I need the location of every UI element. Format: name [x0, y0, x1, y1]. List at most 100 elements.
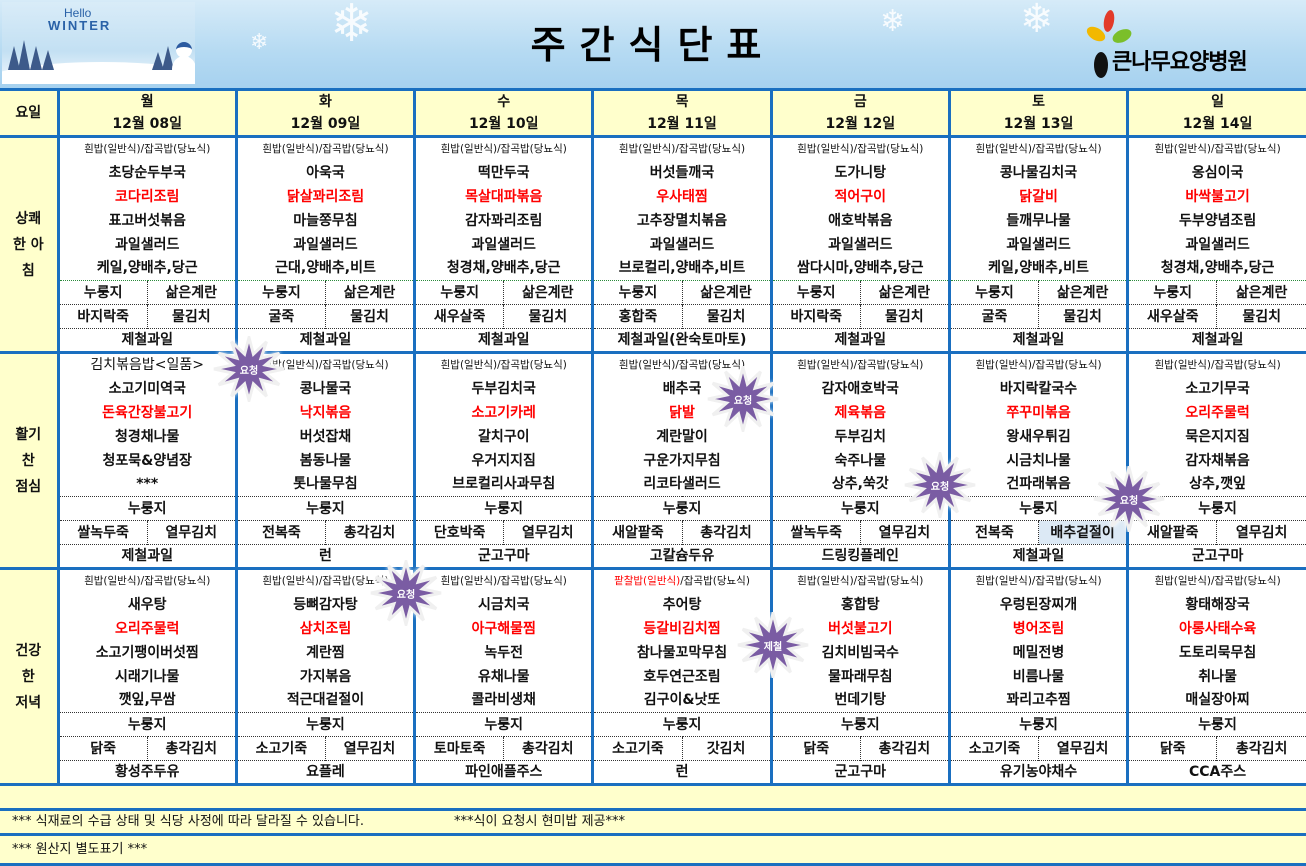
dish: 꽈리고추찜 [947, 688, 1128, 713]
menu-row: 시래기나물 가지볶음 유채나물 호두연근조림 물파래무침 비름나물 취나물 [0, 664, 1306, 689]
meal-label-lunch: 활기 찬 점심 [0, 351, 60, 569]
dessert: 제철과일 [56, 544, 237, 569]
dish: 톳나물무침 [234, 472, 415, 497]
day-name: 금 [853, 94, 867, 110]
dish: 리코타샐러드 [591, 472, 772, 497]
dish: 홍합탕 [769, 592, 950, 617]
rice-option-text: 흰밥(일반식)/잡곡밥(당뇨식) [440, 575, 567, 588]
nurungji: 누룽지 [56, 280, 148, 305]
menu-row: 청포묵&양념장 봄동나물 우거지지짐 구운가지무침 숙주나물 시금치나물 감자채볶음 [0, 448, 1306, 473]
kimchi: 열무김치 [503, 520, 593, 545]
menu-row: 황성주두유 요플레 파인애플주스 런 군고구마 유기농야채수 CCA주스 [0, 760, 1306, 785]
day-date: 12월 13일 [1003, 116, 1074, 132]
boiled-egg: 삶은계란 [681, 280, 772, 305]
boiled-egg: 삶은계란 [146, 280, 237, 305]
nurungji: 누룽지 [1126, 280, 1217, 305]
main-dish: 돈육간장불고기 [56, 400, 237, 425]
nurungji: 누룽지 [413, 280, 504, 305]
rice-option-text: 흰밥(일반식)/잡곡밥(당뇨식) [262, 143, 389, 156]
main-dish: 아구해물찜 [413, 616, 593, 641]
dish: 도가니탕 [769, 160, 950, 185]
menu-row: 깻잎,무쌈 적근대겉절이 콜라비생채 김구이&낫또 번데기탕 꽈리고추찜 매실장아찌 [0, 688, 1306, 713]
dessert: 군고구마 [1126, 544, 1306, 569]
dessert: 군고구마 [413, 544, 593, 569]
menu-row: 누룽지 누룽지 누룽지 누룽지 누룽지 누룽지 누룽지 [0, 496, 1306, 521]
footer-blank-row [0, 783, 1306, 811]
dish: 도토리묵무침 [1126, 640, 1306, 665]
rice-option-text: 김치볶음밥<일품> [90, 357, 205, 374]
kimchi: 총각김치 [324, 520, 415, 545]
starburst-icon [904, 447, 976, 523]
nurungji: 누룽지 [56, 712, 237, 737]
day-date: 12월 14일 [1182, 116, 1253, 132]
menu-row: 제철과일 제철과일 제철과일 제철과일(완숙토마토) 제철과일 제철과일 제철과일 [0, 328, 1306, 353]
rice-option: 흰밥(일반식)/잡곡밥(당뇨식) [769, 135, 950, 161]
rice-option: 흰밥(일반식)/잡곡밥(당뇨식) [947, 567, 1128, 593]
rice-option-text: 흰밥(일반식)/잡곡밥(당뇨식) [975, 359, 1102, 372]
rice-option: 흰밥(일반식)/잡곡밥(당뇨식) [413, 135, 593, 161]
dish: 감자애호박국 [769, 376, 950, 401]
kimchi: 물김치 [324, 304, 415, 329]
logo-name: 큰나무요양병원 [1112, 50, 1248, 75]
dish: 마늘쫑무침 [234, 208, 415, 233]
main-dish: 등갈비김치찜 [591, 616, 772, 641]
kimchi: 열무김치 [859, 520, 950, 545]
day-name: 목 [675, 94, 689, 110]
dish: 과일샐러드 [234, 232, 415, 257]
nurungji: 누룽지 [769, 496, 950, 521]
rice-option-text: 흰밥(일반식)/잡곡밥(당뇨식) [1154, 143, 1281, 156]
dish: 소고기팽이버섯찜 [56, 640, 237, 665]
snowflake-icon: ❄ [880, 4, 906, 39]
porridge: 단호박죽 [413, 520, 504, 545]
rice-option-text: 흰밥(일반식)/잡곡밥(당뇨식) [1154, 359, 1281, 372]
dish: 콩나물김치국 [947, 160, 1128, 185]
nurungji: 누룽지 [769, 280, 861, 305]
meal-label-dinner: 건강 한 저녁 [0, 567, 60, 785]
dessert: 유기농야채수 [947, 760, 1128, 785]
dish: 떡만두국 [413, 160, 593, 185]
day-header-row: 요일 월 12월 08일 화 12월 09일 수 12월 10일 목 12월 11일 금 12월 1… [0, 88, 1306, 138]
porridge: 토마토죽 [413, 736, 504, 761]
menu-row: 청경채나물 버섯잡채 갈치구이 계란말이 두부김치 왕새우튀김 묵은지지짐 [0, 424, 1306, 449]
menu-row: 활기 찬 점심 김치볶음밥<일품> 흰밥(일반식)/잡곡밥(당뇨식) 흰밥(일반식)/… [0, 351, 1306, 569]
dish: 유채나물 [413, 664, 593, 689]
dessert: 제철과일 [56, 328, 237, 353]
starburst-icon [707, 361, 779, 437]
dish: 케일,양배추,비트 [947, 256, 1128, 281]
menu-row: 제철과일 런 군고구마 고칼슘두유 드링킹플레인 제철과일 군고구마 [0, 544, 1306, 569]
dish: 브로컬리,양배추,비트 [591, 256, 772, 281]
kimchi: 총각김치 [1216, 736, 1306, 761]
rice-option-text: 흰밥(일반식)/잡곡밥(당뇨식) [797, 575, 924, 588]
starburst-label: 요청 [1119, 495, 1139, 507]
starburst-icon [213, 331, 285, 407]
kimchi: 물김치 [503, 304, 593, 329]
dessert: 제철과일 [1126, 328, 1306, 353]
porridge: 쌀녹두죽 [56, 520, 148, 545]
day-header-0: 월 12월 08일 [56, 88, 237, 138]
rice-option: 흰밥(일반식)/잡곡밥(당뇨식) [1126, 135, 1306, 161]
dish: 근대,양배추,비트 [234, 256, 415, 281]
dish: 갈치구이 [413, 424, 593, 449]
dish: 숙주나물 [769, 448, 950, 473]
dish: 우거지지짐 [413, 448, 593, 473]
day-name: 화 [319, 94, 332, 110]
weekly-menu-table: 요일 월 12월 08일 화 12월 09일 수 12월 10일 목 12월 11일 금 12월 1… [0, 88, 1306, 866]
menu-row: 돈육간장불고기 낙지볶음 소고기카레 닭발 제육볶음 쭈꾸미볶음 오리주물럭 [0, 400, 1306, 425]
day-header-6: 일 12월 14일 [1126, 88, 1306, 138]
main-dish: 목살대파볶음 [413, 184, 593, 209]
dish: 녹두전 [413, 640, 593, 665]
dessert: 드링킹플레인 [769, 544, 950, 569]
kimchi: 물김치 [859, 304, 950, 329]
day-date: 12월 08일 [112, 116, 183, 132]
dish: 과일샐러드 [1126, 232, 1306, 257]
dessert: CCA주스 [1126, 760, 1306, 785]
dish: 과일샐러드 [769, 232, 950, 257]
porridge: 소고기죽 [234, 736, 326, 761]
kimchi: 열무김치 [146, 520, 237, 545]
porridge: 소고기죽 [947, 736, 1039, 761]
rice-option: 흰밥(일반식)/잡곡밥(당뇨식) [769, 567, 950, 593]
starburst-badge: 요청 [369, 555, 443, 631]
porridge: 닭죽 [769, 736, 861, 761]
nurungji: 누룽지 [234, 712, 415, 737]
dish: 과일샐러드 [56, 232, 237, 257]
